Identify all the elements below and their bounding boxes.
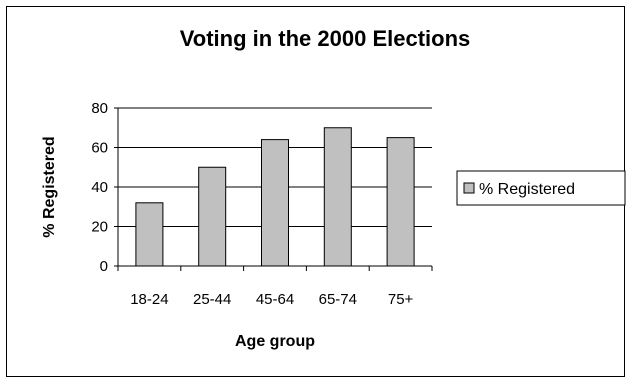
y-tick-label: 80 — [91, 100, 108, 117]
x-tick-labels: 18-24 25-44 45-64 65-74 75+ — [130, 291, 413, 308]
x-tick-label: 65-74 — [319, 291, 357, 308]
x-axis-title: Age group — [235, 333, 315, 350]
y-tick-label: 60 — [91, 140, 108, 157]
legend-label: % Registered — [479, 181, 575, 198]
bar-45-64 — [261, 139, 289, 267]
bars — [135, 127, 415, 267]
bar-25-44 — [198, 166, 227, 267]
y-tick-label: 20 — [91, 219, 108, 236]
y-tick-label: 40 — [91, 179, 108, 196]
chart-title: Voting in the 2000 Elections — [180, 26, 471, 51]
legend: % Registered — [456, 170, 626, 206]
x-tick-label: 45-64 — [256, 291, 294, 308]
y-tick-labels: 0 20 40 60 80 — [91, 100, 108, 275]
bar-65-74 — [323, 127, 352, 267]
x-tick-label: 75+ — [388, 291, 414, 308]
axes — [114, 107, 433, 271]
x-tick-label: 18-24 — [130, 291, 168, 308]
x-tick-label: 25-44 — [193, 291, 231, 308]
legend-swatch — [463, 182, 475, 194]
bar-18-24 — [135, 202, 164, 267]
y-axis-title: % Registered — [41, 136, 58, 237]
y-tick-label: 0 — [100, 258, 108, 275]
legend-box — [456, 170, 626, 206]
bar-75+ — [386, 137, 415, 267]
